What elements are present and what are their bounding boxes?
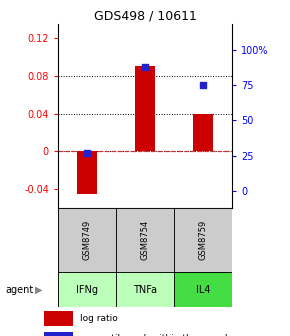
Text: GSM8749: GSM8749 bbox=[82, 220, 92, 260]
Bar bbox=[58, 208, 116, 272]
Bar bbox=[44, 311, 73, 326]
Point bbox=[143, 64, 147, 70]
Title: GDS498 / 10611: GDS498 / 10611 bbox=[94, 9, 196, 23]
Point bbox=[201, 82, 205, 88]
Bar bbox=[58, 272, 116, 307]
Point bbox=[85, 150, 89, 155]
Bar bbox=[174, 272, 232, 307]
Bar bbox=[116, 272, 174, 307]
Text: IL4: IL4 bbox=[196, 285, 210, 295]
Bar bbox=[116, 208, 174, 272]
Bar bbox=[77, 152, 97, 194]
Text: log ratio: log ratio bbox=[81, 314, 118, 323]
Bar bbox=[193, 114, 213, 152]
Text: ▶: ▶ bbox=[35, 285, 43, 295]
Bar bbox=[174, 208, 232, 272]
Text: agent: agent bbox=[6, 285, 34, 295]
Text: GSM8759: GSM8759 bbox=[198, 220, 208, 260]
Text: IFNg: IFNg bbox=[76, 285, 98, 295]
Bar bbox=[135, 66, 155, 152]
Text: percentile rank within the sample: percentile rank within the sample bbox=[81, 334, 234, 336]
Text: TNFa: TNFa bbox=[133, 285, 157, 295]
Bar bbox=[44, 332, 73, 336]
Text: GSM8754: GSM8754 bbox=[140, 220, 150, 260]
